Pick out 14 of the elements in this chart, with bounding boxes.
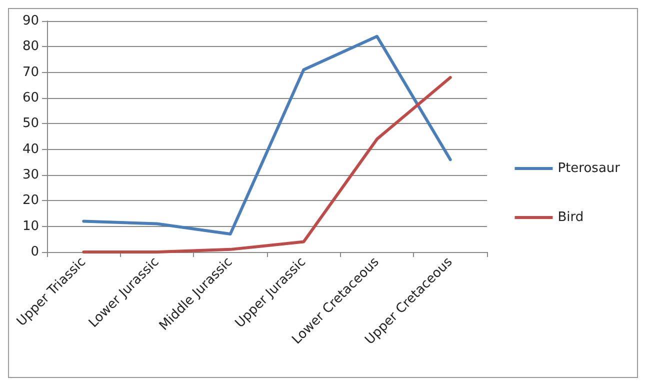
y-tick-label: 90 <box>22 14 39 28</box>
y-tick-label: 50 <box>22 116 39 132</box>
y-tick-label: 60 <box>22 90 39 106</box>
legend-label: Pterosaur <box>558 161 621 176</box>
y-tick-label: 0 <box>30 244 39 260</box>
y-tick-label: 70 <box>22 64 39 80</box>
y-tick-label: 40 <box>22 142 39 157</box>
legend-label: Bird <box>558 210 584 225</box>
line-series <box>82 34 452 236</box>
y-tick-label: 20 <box>22 193 39 208</box>
y-tick-label: 30 <box>22 168 39 182</box>
y-tick-label: 10 <box>22 218 39 234</box>
line-series <box>82 76 452 254</box>
y-tick-label: 80 <box>22 39 39 54</box>
